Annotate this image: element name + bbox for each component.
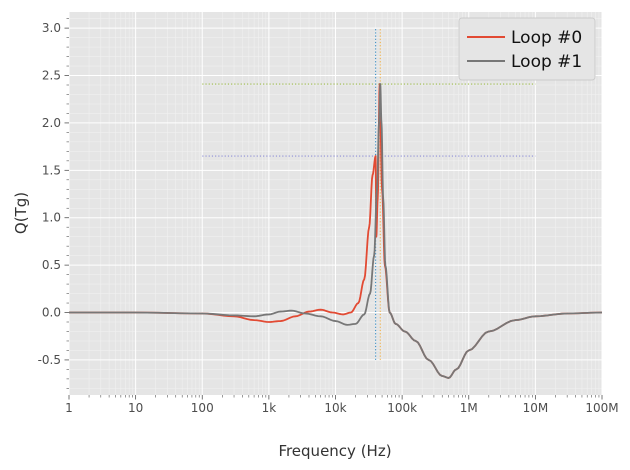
- y-axis-ticks: -0.5 0.0 0.5 1.0 1.5 2.0 2.5 3.0: [38, 18, 69, 389]
- y-tick-label: 2.5: [42, 69, 61, 83]
- x-axis-label: Frequency (Hz): [278, 442, 391, 460]
- legend-box: [458, 17, 596, 81]
- y-axis-label: Q(Tg): [12, 192, 30, 234]
- x-tick-label: 1k: [262, 401, 277, 415]
- x-tick-label: 10M: [523, 401, 549, 415]
- y-tick-label: 0.0: [42, 306, 61, 320]
- series-layer: [69, 83, 603, 379]
- x-tick-label: 1: [65, 401, 73, 415]
- y-tick-label: 1.0: [42, 211, 61, 225]
- legend-label: Loop #0: [511, 28, 582, 48]
- reference-lines: [202, 28, 536, 360]
- series-line-1: [69, 83, 603, 379]
- legend: Loop #0 Loop #1: [458, 17, 596, 81]
- x-tick-label: 10: [128, 401, 143, 415]
- y-tick-label: 1.5: [42, 163, 61, 177]
- y-tick-label: -0.5: [38, 353, 61, 367]
- x-axis-ticks: 1 10 100 1k 10k 100k 1M 10M 100M: [65, 395, 619, 415]
- x-tick-label: 100k: [387, 401, 417, 415]
- x-tick-label: 100: [191, 401, 214, 415]
- y-tick-label: 3.0: [42, 21, 61, 35]
- y-tick-label: 2.0: [42, 116, 61, 130]
- x-tick-label: 10k: [324, 401, 346, 415]
- x-tick-label: 1M: [460, 401, 478, 415]
- y-tick-label: 0.5: [42, 258, 61, 272]
- legend-label: Loop #1: [511, 52, 582, 72]
- x-tick-label: 100M: [585, 401, 618, 415]
